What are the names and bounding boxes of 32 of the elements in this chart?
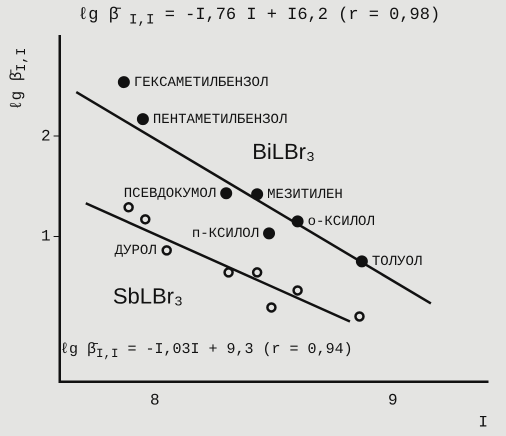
annotation: МЕЗИТИЛЕН [267,186,343,203]
point [161,245,172,256]
annotation: ℓg β̄$_{I,I}$ = -I,03I + 9,3 (r = 0,94) [60,341,353,361]
annotation: ПЕНТАМЕТИЛБЕНЗОЛ [152,112,288,128]
point [292,285,303,296]
series-label: BiLBr₃ [252,138,315,164]
point [123,202,134,213]
y-tick-label: 1 [40,228,51,246]
annotation: ПСЕВДОКУМОЛ [124,186,216,202]
point [223,267,234,278]
annotation: о-КСИЛОЛ [308,214,375,230]
point [140,214,151,225]
x-tick-label: 9 [388,391,398,410]
y-tick-label: 2 [40,127,51,146]
annotation: ДУРОЛ [114,243,157,260]
point [136,113,149,126]
point [266,302,277,313]
chart-title: ℓg β̄ $_{I,I}$ = -I,76 I + I6,2 (r = 0,98) [78,6,440,28]
point [263,227,276,240]
point [251,188,264,200]
point [118,76,130,88]
annotation: ТОЛУОЛ [372,254,422,270]
annotation: п-КСИЛОЛ [192,226,260,242]
point [220,187,232,200]
point [292,215,304,228]
point [356,255,368,268]
annotation: ГЕКСАМЕТИЛБЕНЗОЛ [134,74,268,91]
x-axis-title: I [478,414,488,432]
series-label: SbLBr₃ [112,283,183,308]
point [252,267,262,278]
point [354,311,365,322]
x-tick-label: 8 [150,391,160,410]
